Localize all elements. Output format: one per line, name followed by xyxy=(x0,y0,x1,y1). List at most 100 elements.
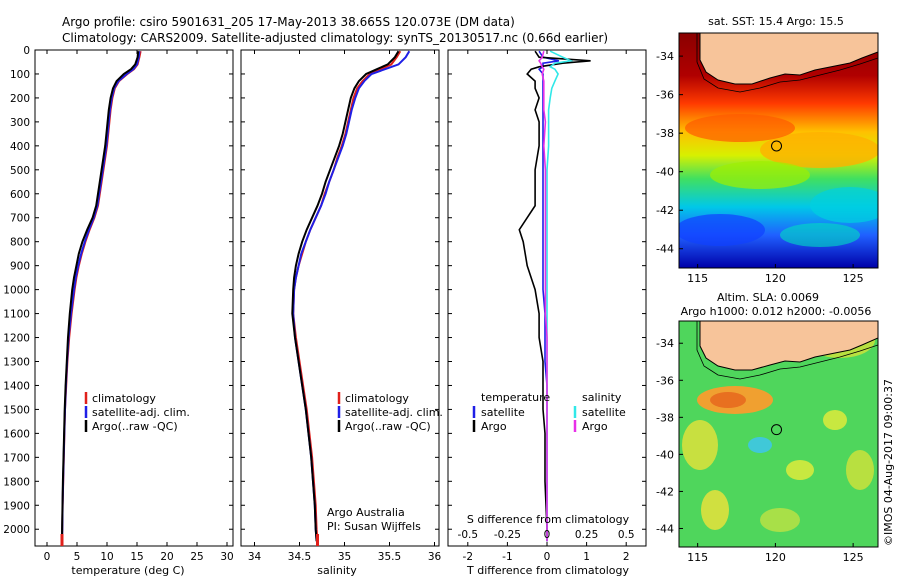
x-top-tick-label: 0 xyxy=(544,529,551,541)
depth-tick-label: 800 xyxy=(10,237,30,249)
salinity-legend: climatology satellite-adj. clim. Argo(..… xyxy=(337,392,443,433)
difference-legend: temperature satellite Argo salinity sate… xyxy=(472,391,626,433)
depth-tick-label: 1100 xyxy=(3,309,30,321)
map-x-tick-label: 115 xyxy=(687,272,708,285)
imos-credit: ©IMOS 04-Aug-2017 09:00:37 xyxy=(882,379,895,546)
depth-tick-labels: 0 100 200 300 400 500 600 700 800 900 1000 1100 1200… xyxy=(3,45,30,536)
legend-label-climatology: climatology xyxy=(92,392,156,405)
temperature-series xyxy=(60,51,142,546)
legend-label-argo: Argo(..raw -QC) xyxy=(92,420,178,433)
legend-label-satellite: satellite-adj. clim. xyxy=(92,406,190,419)
depth-tick-label: 0 xyxy=(23,45,30,57)
x-tick-label: 30 xyxy=(220,551,233,563)
temperature-xlabel: temperature (deg C) xyxy=(71,564,184,577)
legend-label-satellite: satellite-adj. clim. xyxy=(345,406,443,419)
sst-map-field xyxy=(679,33,878,268)
map-x-tick-label: 115 xyxy=(687,551,708,564)
difference-series xyxy=(518,50,591,542)
sst-isobath xyxy=(696,33,878,93)
x-tick-label: 10 xyxy=(100,551,113,563)
x-tick-label: 34.5 xyxy=(288,551,311,563)
map-x-tick-label: 125 xyxy=(843,551,864,564)
x-tick-label: 0 xyxy=(544,551,551,563)
difference-xlabel: T difference from climatology xyxy=(466,564,629,577)
sla-map-frame xyxy=(678,320,879,548)
x-tick-label: 2 xyxy=(623,551,630,563)
axis-ticks: 0 5 10 15 20 25 30 34 34.5 35 35.5 36 -2 -1 0 1 2 -0.5 -0.… xyxy=(35,49,646,563)
x-tick-label: 34 xyxy=(248,551,262,563)
x-tick-label: 1 xyxy=(583,551,590,563)
depth-tick-label: 2000 xyxy=(3,524,30,536)
legend-label-t-argo: Argo xyxy=(481,420,507,433)
series-line-1-1 xyxy=(292,50,411,542)
x-tick-label: 0 xyxy=(44,551,51,563)
depth-tick-label: 1900 xyxy=(3,500,30,512)
x-top-tick-label: 0.25 xyxy=(575,529,598,541)
map-x-tick-label: 120 xyxy=(765,272,786,285)
depth-tick-label: 1800 xyxy=(3,476,30,488)
x-tick-label: 35 xyxy=(338,551,351,563)
map-y-tick-label: -42 xyxy=(656,204,674,217)
x-tick-label: 15 xyxy=(130,551,143,563)
depth-tick-label: 100 xyxy=(10,69,30,81)
argo-australia-note: Argo Australia xyxy=(327,506,405,519)
legend-title-temperature: temperature xyxy=(481,391,550,404)
salinity-xlabel: salinity xyxy=(317,564,357,577)
map-x-tick-label: 125 xyxy=(843,272,864,285)
map-x-tick-label: 120 xyxy=(765,551,786,564)
x-tick-label: 20 xyxy=(160,551,173,563)
x-top-tick-label: 0.5 xyxy=(618,529,635,541)
legend-label-t-satellite: satellite xyxy=(481,406,525,419)
x-tick-label: -1 xyxy=(502,551,512,563)
map-y-tick-label: -44 xyxy=(656,522,674,535)
temperature-panel xyxy=(34,49,234,547)
depth-tick-label: 700 xyxy=(10,213,30,225)
depth-tick-label: 1000 xyxy=(3,285,30,297)
map-y-tick-label: -34 xyxy=(656,337,674,350)
legend-label-argo: Argo(..raw -QC) xyxy=(345,420,431,433)
depth-tick-label: 1200 xyxy=(3,333,30,345)
x-tick-label: 25 xyxy=(190,551,203,563)
series-line-2-1 xyxy=(518,50,591,542)
map-y-tick-label: -44 xyxy=(656,243,674,256)
legend-label-s-argo: Argo xyxy=(582,420,608,433)
pi-note: PI: Susan Wijffels xyxy=(327,520,421,533)
sla-land xyxy=(699,321,878,371)
sla-argo-position-marker xyxy=(771,424,783,436)
x-top-tick-label: -0.25 xyxy=(494,529,521,541)
depth-tick-label: 600 xyxy=(10,189,30,201)
sla-map-ticks: 115 120 125 -34 -36 -38 -40 -42 -44 xyxy=(656,337,864,564)
depth-tick-label: 1300 xyxy=(3,356,30,368)
series-line-2-2 xyxy=(546,50,574,542)
salinity-panel xyxy=(240,49,440,547)
x-tick-label: -2 xyxy=(463,551,473,563)
x-top-tick-label: -0.5 xyxy=(458,529,479,541)
depth-tick-label: 200 xyxy=(10,93,30,105)
map-y-tick-label: -42 xyxy=(656,485,674,498)
sst-argo-position-marker xyxy=(771,140,783,152)
map-y-tick-label: -38 xyxy=(656,127,674,140)
difference-xlabel-top: S difference from climatology xyxy=(467,513,630,526)
map-y-tick-label: -34 xyxy=(656,50,674,63)
x-tick-label: 36 xyxy=(428,551,442,563)
depth-tick-label: 1400 xyxy=(3,380,30,392)
depth-tick-label: 900 xyxy=(10,261,30,273)
header-line1: Argo profile: csiro 5901631_205 17-May-2… xyxy=(62,15,515,29)
series-line-0-2 xyxy=(61,51,140,542)
sla-map-subtitle: Argo h1000: 0.012 h2000: -0.0056 xyxy=(681,305,872,318)
depth-tick-label: 500 xyxy=(10,165,30,177)
depth-tick-label: 1500 xyxy=(3,404,30,416)
sst-map-title: sat. SST: 15.4 Argo: 15.5 xyxy=(708,15,844,28)
map-y-tick-label: -36 xyxy=(656,89,674,102)
x-tick-label: 35.5 xyxy=(378,551,401,563)
map-y-tick-label: -38 xyxy=(656,411,674,424)
x-tick-label: 5 xyxy=(74,551,81,563)
sst-land xyxy=(699,33,878,85)
series-line-1-2 xyxy=(291,50,400,542)
series-line-2-3 xyxy=(538,50,548,542)
series-line-0-1 xyxy=(61,51,141,542)
sla-isobath xyxy=(696,321,878,380)
depth-tick-label: 300 xyxy=(10,117,30,129)
map-y-tick-label: -36 xyxy=(656,374,674,387)
